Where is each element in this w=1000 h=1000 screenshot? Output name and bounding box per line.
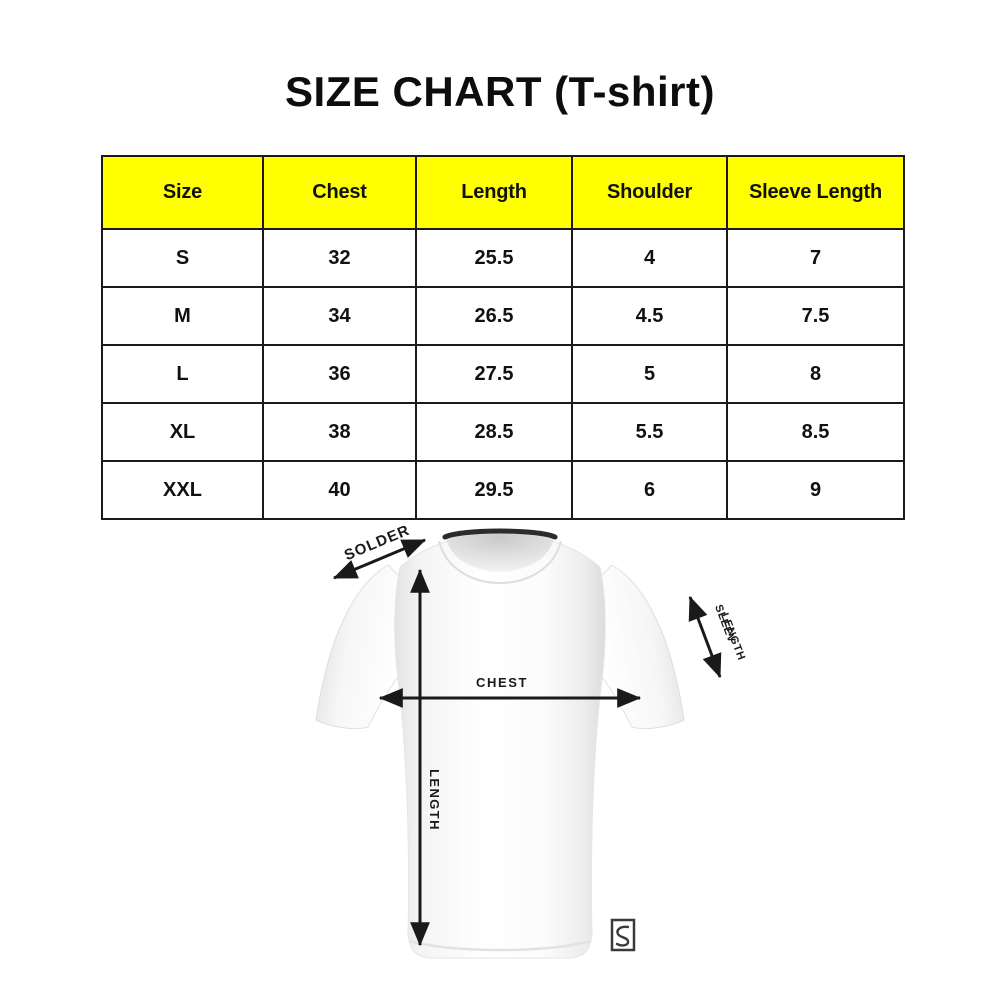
chest-label: CHEST bbox=[476, 675, 528, 690]
cell-length: 28.5 bbox=[415, 402, 573, 462]
cell-length: 26.5 bbox=[415, 286, 573, 346]
table-row: S 32 25.5 4 7 bbox=[101, 228, 905, 288]
shoulder-arrow bbox=[332, 538, 427, 580]
shoulder-label: SOLDER bbox=[342, 522, 413, 565]
cell-chest: 32 bbox=[262, 228, 417, 288]
cell-shoulder: 5.5 bbox=[571, 402, 728, 462]
column-header-shoulder: Shoulder bbox=[571, 155, 728, 230]
column-header-length: Length bbox=[415, 155, 573, 230]
collar-seam bbox=[438, 540, 562, 584]
cell-shoulder: 6 bbox=[571, 460, 728, 520]
cell-sleeve-length: 9 bbox=[726, 460, 905, 520]
sleeve-length-measurement: SLEEV LENGTH bbox=[688, 595, 747, 679]
column-header-size: Size bbox=[101, 155, 264, 230]
cell-shoulder: 4.5 bbox=[571, 286, 728, 346]
table-row: L 36 27.5 5 8 bbox=[101, 344, 905, 404]
page-title: SIZE CHART (T-shirt) bbox=[285, 68, 715, 115]
cell-chest: 40 bbox=[262, 460, 417, 520]
cell-length: 25.5 bbox=[415, 228, 573, 288]
left-sleeve bbox=[315, 564, 406, 730]
cell-shoulder: 5 bbox=[571, 344, 728, 404]
cell-size: L bbox=[101, 344, 264, 404]
cell-size: XL bbox=[101, 402, 264, 462]
cell-size: XXL bbox=[101, 460, 264, 520]
size-chart-table: Size Chest Length Shoulder Sleeve Length… bbox=[101, 155, 905, 520]
column-header-sleeve-length: Sleeve Length bbox=[726, 155, 905, 230]
column-header-chest: Chest bbox=[262, 155, 417, 230]
cell-chest: 34 bbox=[262, 286, 417, 346]
tshirt-diagram: SOLDER SLEEV LENGTH CHEST LENGTH bbox=[250, 505, 750, 985]
cell-sleeve-length: 8 bbox=[726, 344, 905, 404]
table-row: M 34 26.5 4.5 7.5 bbox=[101, 286, 905, 346]
cell-sleeve-length: 7 bbox=[726, 228, 905, 288]
neck-opening bbox=[446, 533, 554, 572]
sleeve-length-label-line2: LENGTH bbox=[718, 611, 747, 662]
tshirt-illustration bbox=[315, 528, 685, 959]
cell-length: 27.5 bbox=[415, 344, 573, 404]
table-header-row: Size Chest Length Shoulder Sleeve Length bbox=[101, 155, 905, 230]
cell-shoulder: 4 bbox=[571, 228, 728, 288]
right-sleeve bbox=[594, 564, 685, 730]
cell-size: S bbox=[101, 228, 264, 288]
size-chart-table-container: Size Chest Length Shoulder Sleeve Length… bbox=[101, 155, 905, 520]
shirt-body bbox=[394, 533, 606, 959]
table-row: XL 38 28.5 5.5 8.5 bbox=[101, 402, 905, 462]
length-label: LENGTH bbox=[427, 769, 442, 831]
cell-chest: 36 bbox=[262, 344, 417, 404]
cell-size: M bbox=[101, 286, 264, 346]
collar-rib bbox=[442, 528, 558, 540]
length-measurement: LENGTH bbox=[410, 568, 442, 947]
cell-length: 29.5 bbox=[415, 460, 573, 520]
brand-tag bbox=[610, 918, 636, 952]
cell-chest: 38 bbox=[262, 402, 417, 462]
cell-sleeve-length: 8.5 bbox=[726, 402, 905, 462]
table-row: XXL 40 29.5 6 9 bbox=[101, 460, 905, 520]
sleeve-length-arrow bbox=[688, 595, 722, 679]
cell-sleeve-length: 7.5 bbox=[726, 286, 905, 346]
